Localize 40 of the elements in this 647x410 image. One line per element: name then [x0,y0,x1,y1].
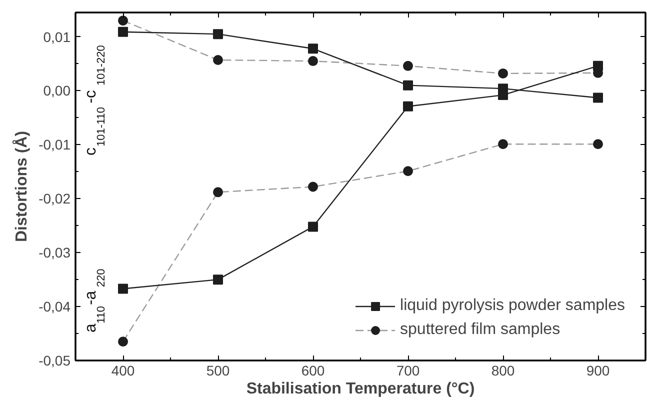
point [213,29,223,40]
point [213,187,223,198]
annotation: c101-110-c101-220 [82,45,108,156]
point [498,68,508,78]
x-tick-label: 400 [111,362,135,378]
legend-label: liquid pyrolysis powder samples [400,297,625,315]
point [403,80,413,90]
point [593,92,603,103]
legend-label: sputtered film samples [400,321,560,339]
y-tick-label: -0,02 [38,190,71,207]
point [308,222,318,232]
point [118,16,128,26]
x-tick-label: 600 [301,362,325,378]
point [593,139,603,150]
x-tick-label: 700 [396,362,420,378]
y-tick-label: 0,01 [43,28,71,45]
point [593,60,603,71]
point [308,182,318,192]
y-axis-title: Distortions (Å) [12,130,31,242]
y-tick-label: -0,03 [38,244,71,261]
point [118,336,128,347]
point [498,139,508,150]
point [308,56,318,66]
point [118,26,128,37]
point [308,44,318,54]
y-tick-label: -0,04 [38,298,71,315]
point [118,284,128,294]
point [403,166,413,176]
point [213,54,223,65]
x-tick-label: 500 [206,362,230,378]
x-tick-label: 900 [586,362,610,378]
y-tick-label: -0,01 [38,136,71,153]
annotation: a110-a220 [82,268,108,332]
x-axis-title: Stabilisation Temperature (°C) [246,380,475,398]
x-tick-label: 800 [491,362,515,378]
point [403,60,413,71]
y-tick-label: -0,05 [38,352,71,368]
point [213,274,223,285]
y-tick-label: 0,00 [43,82,71,99]
point [403,101,413,112]
